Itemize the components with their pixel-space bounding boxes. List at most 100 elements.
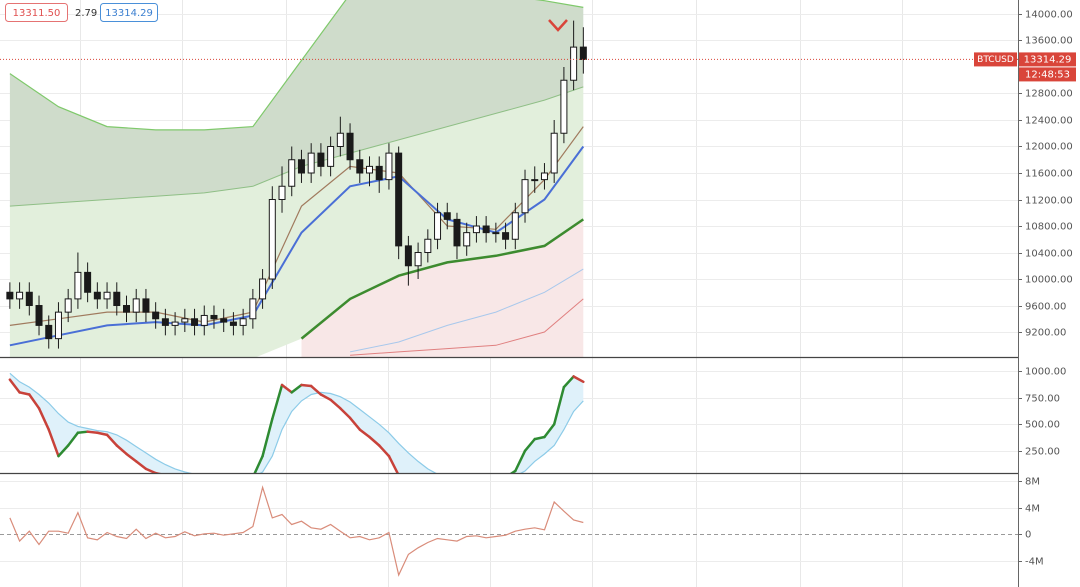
oscillator-segment — [514, 449, 527, 473]
moving-average — [350, 268, 584, 353]
candle-body — [502, 232, 510, 240]
oscillator-segment — [28, 393, 41, 410]
header-value: 13311.50 — [13, 8, 61, 19]
oscillator-segment — [66, 431, 80, 447]
oscillator-segment — [339, 407, 352, 420]
y-tick-label: 9200.00 — [1025, 328, 1066, 339]
candle-body — [570, 46, 578, 81]
candle-body — [249, 298, 257, 320]
candle-body — [259, 278, 267, 300]
oscillator-segment — [76, 430, 89, 435]
oscillator-segment — [37, 407, 50, 431]
candle-body — [288, 159, 296, 187]
candle-body — [336, 132, 344, 147]
candle-body — [346, 132, 354, 161]
candle-body — [385, 152, 393, 181]
oscillator-fill — [9, 373, 584, 473]
oscillator-segment — [509, 469, 517, 473]
candle-body — [414, 252, 422, 267]
candle-body — [511, 212, 519, 240]
y-tick-label: 1000.00 — [1025, 367, 1066, 378]
oscillator-segment — [261, 417, 274, 458]
oscillator-segment — [309, 384, 323, 396]
candle-body — [579, 46, 587, 60]
oscillator-segment — [562, 375, 575, 389]
header: 13311.50 2.79 13314.29 — [5, 3, 158, 22]
candle-body — [472, 225, 480, 234]
header-box — [5, 3, 68, 22]
y-tick-label: 13600.00 — [1025, 36, 1073, 47]
candle-body — [317, 152, 325, 167]
oscillator-segment — [115, 444, 128, 456]
oscillator-segment — [552, 385, 566, 426]
oscillator-segment — [280, 383, 293, 394]
candle-body — [482, 225, 490, 234]
candle-body — [463, 232, 471, 247]
y-tick-label: 10800.00 — [1025, 222, 1073, 233]
candle-body — [297, 159, 305, 174]
oscillator-segment — [134, 460, 148, 471]
candle-body — [366, 165, 373, 174]
y-tick-label: 500.00 — [1025, 420, 1060, 431]
candle-body — [171, 321, 179, 326]
candle-body — [550, 132, 558, 174]
y-tick-label: 11600.00 — [1025, 169, 1073, 180]
candle-body — [54, 311, 62, 340]
oscillator-segment — [358, 428, 371, 439]
oscillator-segment — [144, 467, 157, 473]
candle-body — [123, 305, 130, 313]
candle-body — [45, 324, 53, 340]
y-tick-label: 11200.00 — [1025, 196, 1073, 207]
candle-body — [521, 179, 529, 214]
oscillator-segment — [572, 375, 585, 384]
candle-body — [443, 212, 451, 220]
candle-body — [229, 321, 237, 326]
candle-body — [239, 318, 247, 326]
band — [301, 219, 584, 357]
header-change: 2.79 — [75, 8, 97, 19]
oscillator-segment — [543, 423, 556, 439]
candle-body — [307, 152, 315, 174]
y-tick-label: 250.00 — [1025, 447, 1060, 458]
band — [9, 0, 584, 207]
candle-body — [375, 165, 383, 181]
y-tick-label: 750.00 — [1025, 394, 1060, 405]
y-tick-label: -4M — [1025, 557, 1044, 568]
y-tick-label: 12400.00 — [1025, 116, 1073, 127]
oscillator-segment — [96, 431, 109, 437]
candle-body — [181, 318, 189, 323]
candle-body — [200, 314, 208, 326]
oscillator-segment — [105, 433, 119, 447]
candle-body — [395, 152, 403, 247]
oscillator-segment — [300, 383, 313, 388]
candle-body — [93, 291, 101, 300]
y-tick-label: 12800.00 — [1025, 89, 1073, 100]
y-tick-label: 10000.00 — [1025, 275, 1073, 286]
header-box — [100, 3, 158, 22]
y-tick-label: 12000.00 — [1025, 142, 1073, 153]
y-tick-label: 8M — [1025, 477, 1040, 488]
price-axis: 14000.00 13600.00 12800.00 12400.00 12000.00… — [0, 10, 1076, 568]
candle-body — [404, 245, 412, 267]
series-line — [9, 372, 584, 473]
candle-body — [424, 238, 432, 254]
candle-body — [113, 291, 121, 307]
oscillator-segment — [319, 393, 332, 402]
candle-body — [132, 298, 140, 313]
moving-average — [300, 218, 585, 340]
flow-pane — [9, 485, 584, 577]
band — [9, 86, 584, 357]
candle-body — [103, 291, 111, 300]
oscillator-segment — [86, 430, 99, 435]
oscillator-segment — [8, 378, 21, 394]
candle-body — [191, 318, 199, 326]
y-tick-label: 9600.00 — [1025, 302, 1066, 313]
price-badge — [1019, 52, 1076, 67]
candle-body — [327, 145, 335, 167]
candle-body — [434, 212, 442, 240]
candle-body — [6, 291, 14, 300]
oscillator-segment — [329, 398, 342, 410]
moving-average — [350, 298, 584, 356]
candle-body — [453, 218, 461, 247]
candle-body — [531, 179, 539, 182]
